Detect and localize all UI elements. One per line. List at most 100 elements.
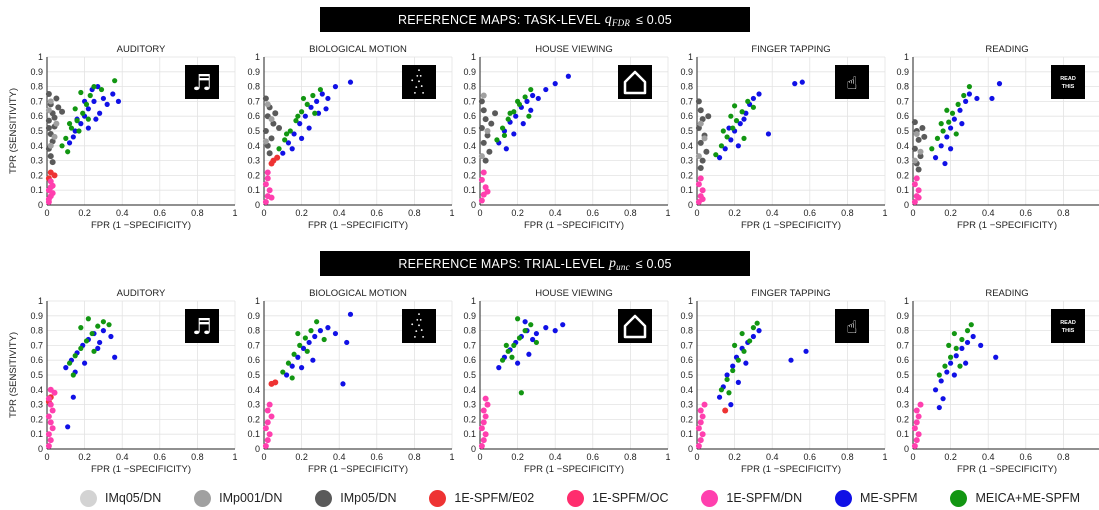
data-point — [697, 175, 704, 182]
data-point — [332, 330, 339, 337]
read-this-line2: THIS — [1062, 328, 1075, 334]
data-point — [917, 148, 924, 155]
data-point — [911, 157, 918, 164]
y-tick-label: 0.4 — [896, 141, 909, 151]
data-point — [915, 431, 922, 438]
data-point — [306, 125, 312, 131]
data-point — [274, 154, 281, 161]
x-tick-label: 0.4 — [766, 208, 779, 218]
y-tick-label: 0.6 — [463, 111, 476, 121]
data-point — [478, 197, 485, 204]
x-axis-label: FPR (1 −SPECIFICITY) — [741, 220, 841, 231]
data-point — [697, 407, 704, 414]
data-point — [272, 379, 279, 386]
y-tick-label: 0 — [38, 200, 43, 210]
data-point — [72, 353, 78, 359]
data-point — [280, 150, 286, 156]
data-point — [59, 143, 65, 149]
data-point — [47, 153, 54, 160]
data-point — [911, 119, 918, 126]
data-point — [951, 330, 957, 337]
y-tick-label: 1 — [904, 296, 909, 306]
y-tick-label: 0.5 — [680, 126, 693, 136]
legend-label: IMq05/DN — [105, 491, 162, 505]
point-light-dot — [414, 335, 416, 338]
y-tick-label: 0.8 — [680, 326, 693, 336]
data-point — [938, 121, 944, 127]
data-point — [49, 407, 56, 414]
point-light-dot — [418, 313, 420, 315]
data-point — [347, 79, 354, 85]
finger-tap-icon — [835, 309, 869, 343]
data-point — [85, 125, 91, 131]
data-point — [699, 187, 706, 194]
legend-swatch — [567, 489, 585, 507]
data-point — [262, 95, 269, 102]
x-tick-label: 0.6 — [1020, 208, 1033, 218]
data-point — [91, 84, 97, 90]
data-point — [104, 101, 110, 107]
y-tick-label: 0.3 — [680, 156, 693, 166]
y-tick-label: 0.1 — [30, 185, 43, 195]
legend-swatch — [194, 489, 212, 507]
y-tick-label: 0.4 — [896, 385, 909, 395]
data-point — [747, 338, 753, 344]
y-tick-label: 0 — [904, 444, 909, 454]
data-point — [262, 199, 269, 206]
data-point — [268, 116, 275, 123]
x-tick-label: 0.8 — [1057, 208, 1070, 218]
data-point — [299, 109, 305, 115]
y-tick-label: 0.8 — [896, 82, 909, 92]
data-point — [314, 98, 320, 104]
data-point — [944, 134, 950, 140]
legend-label: 1E-SPFM/DN — [726, 491, 803, 505]
y-tick-label: 0.3 — [247, 156, 260, 166]
scatter-panels: 0 0.2 0.4 0.6 0.8 1 0 0.1 0.2 0.3 0.4 0.5 0.6 0.7 0.8 0… — [8, 44, 1099, 475]
x-tick-label: 0.6 — [371, 208, 384, 218]
data-point — [47, 184, 54, 191]
read-this-icon — [1051, 65, 1085, 99]
data-point — [699, 413, 706, 420]
data-point — [750, 333, 757, 340]
y-tick-label: 0 — [255, 200, 260, 210]
point-light-dot — [418, 324, 420, 327]
x-tick-label: 0.8 — [408, 208, 421, 218]
x-tick-label: 0.4 — [116, 208, 129, 218]
data-point — [53, 95, 60, 102]
data-point — [697, 139, 704, 146]
data-point — [913, 437, 920, 444]
data-point — [47, 437, 54, 444]
x-tick-label: 0 — [694, 452, 699, 462]
data-point — [963, 360, 969, 366]
data-point — [55, 104, 62, 111]
data-point — [963, 98, 969, 104]
point-light-dot — [411, 79, 414, 82]
data-point — [264, 419, 271, 426]
data-point — [699, 196, 706, 203]
y-tick-label: 0 — [904, 200, 909, 210]
y-tick-label: 0 — [471, 444, 476, 454]
point-light-dot — [411, 323, 414, 326]
data-point — [732, 103, 738, 109]
x-tick-label: 0 — [477, 452, 482, 462]
banner-task-level-var: qFDR — [604, 11, 631, 28]
y-tick-label: 0.9 — [896, 311, 909, 321]
data-point — [484, 128, 491, 134]
y-tick-label: 1 — [38, 52, 43, 62]
data-point — [716, 394, 723, 400]
x-tick-label: 1 — [449, 452, 454, 462]
data-point — [522, 328, 528, 334]
data-point — [526, 113, 532, 119]
data-point — [82, 360, 88, 366]
data-point — [280, 369, 286, 375]
data-point — [97, 339, 103, 346]
data-point — [315, 110, 322, 116]
y-tick-label: 0.7 — [30, 340, 43, 350]
data-point — [480, 92, 487, 99]
data-point — [63, 365, 69, 371]
data-point — [59, 108, 66, 115]
point-light-dot — [416, 74, 419, 77]
point-light-dot — [414, 91, 416, 94]
y-tick-label: 0.9 — [247, 67, 260, 77]
panel-title: AUDITORY — [117, 288, 166, 299]
